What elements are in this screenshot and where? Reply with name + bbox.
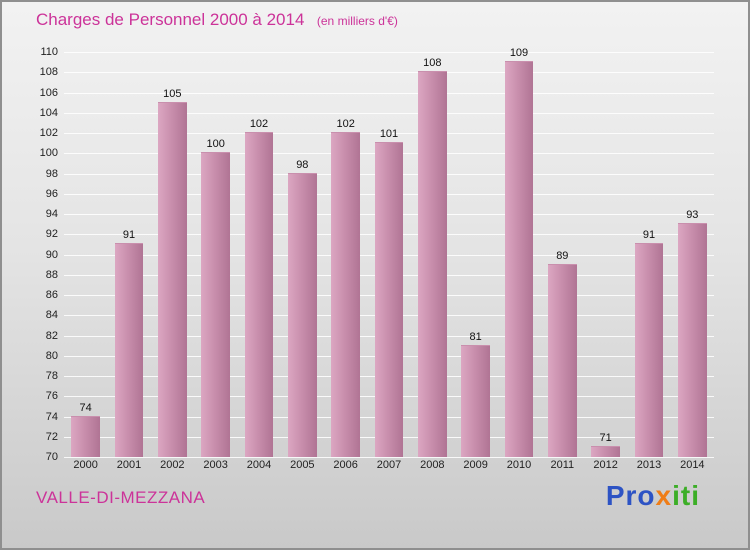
x-axis-tick-label: 2006 <box>333 459 358 471</box>
bar-value-label: 81 <box>469 330 482 343</box>
bar-value-label: 108 <box>423 57 442 70</box>
logo-part-iti: iti <box>672 480 700 511</box>
x-axis-tick-label: 2004 <box>246 459 272 471</box>
x-axis: 2000 2001 2002 2003 2004 2005 2006 2007 2008 2009… <box>64 459 714 475</box>
x-axis-tick-label: 2008 <box>420 459 445 471</box>
bar-2004 <box>244 132 274 457</box>
bar-value-label: 91 <box>122 229 136 242</box>
y-axis-tick-label: 72 <box>45 430 58 443</box>
bar-value-label: 102 <box>249 118 269 130</box>
y-axis-tick-label: 106 <box>39 86 58 99</box>
x-axis-tick-label: 2001 <box>116 459 142 471</box>
x-axis-tick-label: 2000 <box>73 459 98 471</box>
x-axis-tick-label: 2014 <box>680 459 705 471</box>
bar-value-label: 100 <box>206 138 225 151</box>
y-axis-tick-label: 86 <box>45 289 58 301</box>
gridline <box>64 133 714 134</box>
y-axis-tick-label: 78 <box>45 370 58 382</box>
x-axis-tick-label: 2009 <box>463 459 488 471</box>
bar-2009 <box>461 344 490 457</box>
bar-2006 <box>331 132 360 457</box>
y-axis-tick-label: 74 <box>45 410 58 423</box>
y-axis-tick-label: 92 <box>45 228 58 241</box>
bar-2014 <box>678 223 707 457</box>
y-axis-tick-label: 70 <box>45 451 58 463</box>
gridline <box>64 92 714 94</box>
bar-value-label: 71 <box>599 431 612 444</box>
bar-2010 <box>504 61 534 457</box>
y-axis-tick-label: 84 <box>45 309 58 322</box>
bar-2013 <box>634 243 664 457</box>
bar-2005 <box>288 172 317 457</box>
bar-value-label: 98 <box>296 158 309 171</box>
chart-header: Charges de Personnel 2000 à 2014 (en mil… <box>36 10 398 30</box>
chart-title: Charges de Personnel 2000 à 2014 <box>36 10 305 29</box>
x-axis-tick-label: 2005 <box>290 459 315 471</box>
bar-value-label: 91 <box>642 229 656 242</box>
gridline <box>64 112 714 114</box>
y-axis-tick-label: 94 <box>45 208 58 220</box>
y-axis-tick-label: 108 <box>39 66 58 79</box>
y-axis-tick-label: 88 <box>45 268 58 281</box>
y-axis-tick-label: 90 <box>45 248 58 261</box>
bar-2001 <box>114 243 144 457</box>
y-axis-tick-label: 80 <box>45 349 58 362</box>
x-axis-tick-label: 2013 <box>636 459 662 471</box>
gridline <box>64 52 714 53</box>
y-axis-tick-label: 82 <box>45 329 58 342</box>
proxiti-logo: Proxiti <box>606 480 700 512</box>
bar-2012 <box>591 445 620 457</box>
bar-value-label: 105 <box>163 87 182 100</box>
x-axis-tick-label: 2011 <box>550 459 575 471</box>
x-axis-tick-label: 2010 <box>506 459 532 471</box>
bar-2007 <box>374 142 404 457</box>
x-axis-tick-label: 2007 <box>376 459 402 471</box>
x-axis-tick-label: 2012 <box>593 459 618 471</box>
gridline <box>64 72 714 74</box>
bar-value-label: 101 <box>379 128 399 141</box>
bar-value-label: 93 <box>686 209 699 222</box>
logo-part-pro: Pro <box>605 480 656 511</box>
bar-2002 <box>158 101 187 457</box>
location-label: VALLE-DI-MEZZANA <box>36 488 206 507</box>
y-axis-tick-label: 96 <box>45 187 58 200</box>
gridline <box>64 457 714 458</box>
bar-2008 <box>418 71 447 457</box>
bar-value-label: 89 <box>556 249 569 262</box>
y-axis-tick-label: 100 <box>39 147 58 160</box>
y-axis-tick-label: 102 <box>39 127 58 139</box>
y-axis: 70 72 74 76 78 80 82 84 86 88 90 92 94 96 98 100 102 104 1… <box>30 46 60 463</box>
x-axis-tick-label: 2003 <box>203 459 228 471</box>
bar-2000 <box>71 415 100 457</box>
x-axis-tick-label: 2002 <box>160 459 185 471</box>
bar-value-label: 74 <box>79 401 92 414</box>
y-axis-tick-label: 76 <box>45 390 58 403</box>
y-axis-tick-label: 98 <box>45 167 58 180</box>
y-axis-tick-label: 110 <box>40 46 58 58</box>
y-axis-tick-label: 104 <box>39 106 58 119</box>
plot-area: 74 91 105 100 102 98 102 101 108 81 109 89 71 91 93 <box>64 47 714 458</box>
bar-2011 <box>548 263 577 457</box>
bar-value-label: 109 <box>509 47 529 60</box>
bar-value-label: 102 <box>336 118 355 130</box>
logo-part-x: x <box>655 480 673 511</box>
bar-2003 <box>201 152 230 457</box>
chart-subtitle: (en milliers d'€) <box>316 14 398 28</box>
